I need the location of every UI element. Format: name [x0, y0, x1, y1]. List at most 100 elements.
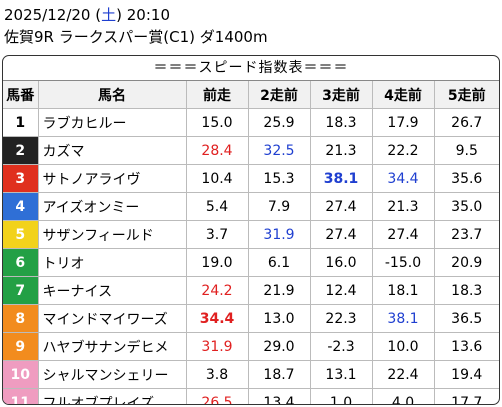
column-header: 5走前	[433, 81, 499, 109]
speed-index-value: 20.9	[433, 248, 499, 277]
speed-index-value: 15.3	[247, 164, 311, 193]
speed-index-value: -15.0	[371, 248, 435, 277]
table-row: 4 アイズオンミー 5.4 7.9 27.4 21.3 35.0	[3, 192, 499, 221]
speed-index-value: 26.7	[433, 108, 499, 137]
speed-index-value: 24.2	[185, 276, 249, 305]
horse-name: キーナイス	[37, 276, 187, 305]
speed-index-value: 17.9	[371, 108, 435, 137]
speed-index-value: 18.3	[433, 276, 499, 305]
table-row: 9 ハヤブサナンデヒメ 31.9 29.0 -2.3 10.0 13.6	[3, 332, 499, 361]
column-header: 前走	[185, 81, 249, 109]
speed-index-value: 7.9	[247, 192, 311, 221]
date-line: 2025/12/20 (土) 20:10	[4, 4, 500, 26]
speed-index-value: 13.6	[433, 332, 499, 361]
column-header: 4走前	[371, 81, 435, 109]
horse-name: フルオブプレイズ	[37, 388, 187, 404]
speed-index-value: 27.4	[309, 192, 373, 221]
speed-index-value: 21.9	[247, 276, 311, 305]
table-row: 3 サトノアライヴ 10.4 15.3 38.1 34.4 35.6	[3, 164, 499, 193]
speed-index-value: 4.0	[371, 388, 435, 404]
speed-index-value: 29.0	[247, 332, 311, 361]
horse-name: アイズオンミー	[37, 192, 187, 221]
horse-name: ハヤブサナンデヒメ	[37, 332, 187, 361]
horse-number: 8	[3, 304, 39, 333]
speed-index-value: 22.3	[309, 304, 373, 333]
race-time: 20:10	[126, 6, 170, 24]
horse-name: カズマ	[37, 136, 187, 165]
horse-number: 6	[3, 248, 39, 277]
column-header: 3走前	[309, 81, 373, 109]
weekday-open: (	[95, 6, 102, 24]
horse-name: トリオ	[37, 248, 187, 277]
horse-name: サザンフィールド	[37, 220, 187, 249]
speed-index-value: 36.5	[433, 304, 499, 333]
table-row: 5 サザンフィールド 3.7 31.9 27.4 27.4 23.7	[3, 220, 499, 249]
speed-index-value: 31.9	[247, 220, 311, 249]
speed-index-value: 21.3	[309, 136, 373, 165]
speed-index-value: 21.3	[371, 192, 435, 221]
speed-index-table-frame: ＝＝＝スピード指数表＝＝＝ 馬番 馬名 前走 2走前 3走前 4走前 5走前 1 ラブカヒルー…	[2, 55, 500, 405]
weekday-close: )	[116, 6, 122, 24]
horse-number: 7	[3, 276, 39, 305]
speed-index-value: 23.7	[433, 220, 499, 249]
speed-index-value: 22.2	[371, 136, 435, 165]
speed-index-table: 馬番 馬名 前走 2走前 3走前 4走前 5走前 1 ラブカヒルー 15.0 25.9 18.3 17…	[3, 81, 499, 404]
horse-number: 2	[3, 136, 39, 165]
speed-index-value: 27.4	[309, 220, 373, 249]
speed-index-value: 3.7	[185, 220, 249, 249]
horse-number: 10	[3, 360, 39, 389]
speed-index-value: 13.1	[309, 360, 373, 389]
speed-index-value: 34.4	[185, 304, 249, 333]
table-row: 1 ラブカヒルー 15.0 25.9 18.3 17.9 26.7	[3, 108, 499, 137]
speed-index-value: 6.1	[247, 248, 311, 277]
speed-index-value: 13.4	[247, 388, 311, 404]
speed-index-value: 28.4	[185, 136, 249, 165]
horse-number: 5	[3, 220, 39, 249]
speed-index-value: 27.4	[371, 220, 435, 249]
horse-number: 3	[3, 164, 39, 193]
table-row: 7 キーナイス 24.2 21.9 12.4 18.1 18.3	[3, 276, 499, 305]
column-header: 2走前	[247, 81, 311, 109]
horse-number: 4	[3, 192, 39, 221]
table-row: 8 マインドマイワーズ 34.4 13.0 22.3 38.1 36.5	[3, 304, 499, 333]
speed-index-value: 34.4	[371, 164, 435, 193]
speed-index-value: 17.7	[433, 388, 499, 404]
speed-index-value: 22.4	[371, 360, 435, 389]
speed-index-value: 25.9	[247, 108, 311, 137]
horse-name: ラブカヒルー	[37, 108, 187, 137]
horse-number: 9	[3, 332, 39, 361]
horse-number: 11	[3, 388, 39, 404]
speed-index-value: 10.0	[371, 332, 435, 361]
race-title: 佐賀9R ラークスパー賞(C1) ダ1400m	[4, 28, 268, 46]
speed-index-value: 31.9	[185, 332, 249, 361]
speed-index-value: 16.0	[309, 248, 373, 277]
table-row: 6 トリオ 19.0 6.1 16.0 -15.0 20.9	[3, 248, 499, 277]
speed-index-value: 5.4	[185, 192, 249, 221]
horse-name: サトノアライヴ	[37, 164, 187, 193]
speed-index-value: 12.4	[309, 276, 373, 305]
speed-index-value: 15.0	[185, 108, 249, 137]
table-banner: ＝＝＝スピード指数表＝＝＝	[3, 56, 499, 81]
speed-index-value: 19.4	[433, 360, 499, 389]
horse-name: マインドマイワーズ	[37, 304, 187, 333]
speed-index-value: 35.0	[433, 192, 499, 221]
speed-index-value: 18.3	[309, 108, 373, 137]
horse-name: シャルマンシェリー	[37, 360, 187, 389]
speed-index-value: 35.6	[433, 164, 499, 193]
table-header-row: 馬番 馬名 前走 2走前 3走前 4走前 5走前	[3, 81, 499, 109]
speed-index-value: 26.5	[185, 388, 249, 404]
speed-index-value: 9.5	[433, 136, 499, 165]
column-header: 馬名	[37, 81, 187, 109]
column-header: 馬番	[3, 81, 39, 109]
speed-index-value: 18.1	[371, 276, 435, 305]
speed-index-value: 38.1	[309, 164, 373, 193]
speed-index-value: 10.4	[185, 164, 249, 193]
speed-index-value: 32.5	[247, 136, 311, 165]
speed-index-value: 1.0	[309, 388, 373, 404]
table-row: 10 シャルマンシェリー 3.8 18.7 13.1 22.4 19.4	[3, 360, 499, 389]
speed-index-value: 38.1	[371, 304, 435, 333]
speed-index-value: 13.0	[247, 304, 311, 333]
speed-index-value: 3.8	[185, 360, 249, 389]
weekday: 土	[101, 6, 117, 24]
speed-index-value: 18.7	[247, 360, 311, 389]
